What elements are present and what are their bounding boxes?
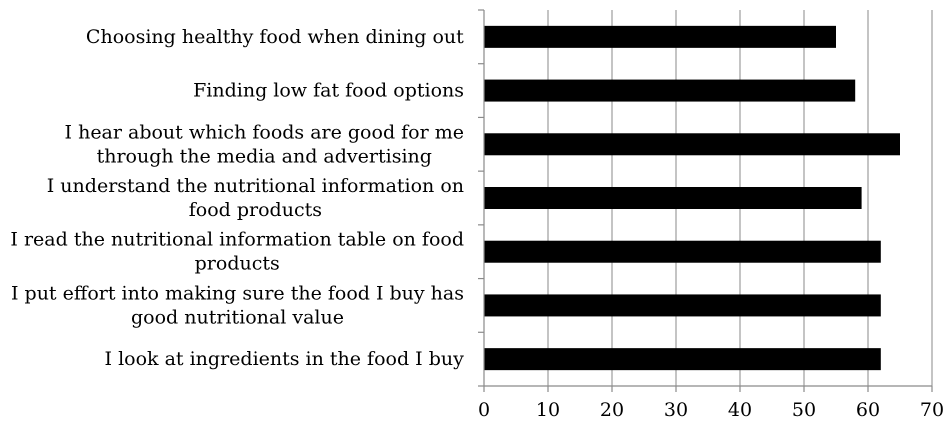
bar-0 [484,25,836,48]
category-label-5: I put effort into making sure the food I… [11,282,464,328]
bars [484,25,900,371]
category-label-6: I look at ingredients in the food I buy [105,348,465,370]
x-tick-label-20: 20 [600,399,624,421]
axes [478,9,933,392]
category-label-0: Choosing healthy food when dining out [86,26,464,48]
category-label-2: I hear about which foods are good for me… [65,121,464,167]
bar-2 [484,133,900,156]
x-tick-label-0: 0 [478,399,490,421]
category-label-4: I read the nutritional information table… [10,229,464,275]
x-tick-label-70: 70 [920,399,943,421]
bar-1 [484,79,856,102]
bar-3 [484,187,862,209]
x-tick-label-50: 50 [792,399,816,421]
x-tick-label-30: 30 [664,399,688,421]
x-tick-label-60: 60 [856,399,880,421]
category-labels: Choosing healthy food when dining out Fin… [10,26,464,370]
x-tick-label-40: 40 [728,399,752,421]
bar-4 [484,240,881,263]
x-tick-labels: 0 10 20 30 40 50 60 70 [478,399,943,421]
category-label-1: Finding low fat food options [193,80,464,102]
category-label-3: I understand the nutritional information… [47,175,464,221]
x-tick-label-10: 10 [536,399,560,421]
bar-5 [484,294,881,317]
bar-6 [484,348,881,371]
